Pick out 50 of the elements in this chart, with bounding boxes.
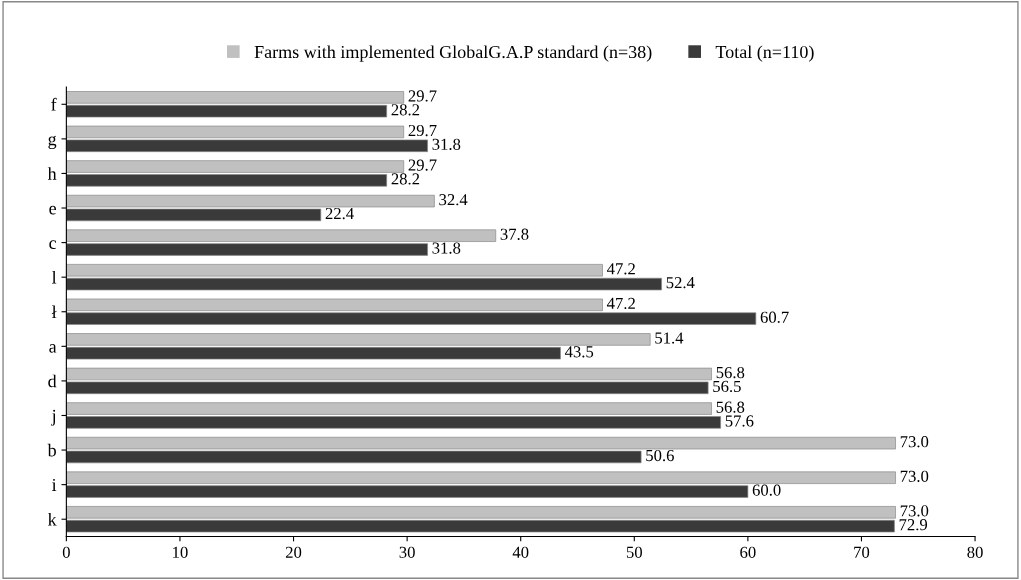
y-tick-label: b: [47, 443, 56, 457]
legend-label: Farms with implemented GlobalG.A.P standard (n=38): [254, 45, 652, 62]
y-tick-label: e: [49, 205, 57, 215]
y-tick-label: i: [52, 478, 57, 491]
y-tick-label: g: [48, 135, 57, 149]
data-label: 28.2: [391, 104, 420, 116]
data-label: 73.0: [900, 436, 929, 448]
data-label: 22.4: [325, 207, 354, 220]
data-label: 31.8: [432, 138, 461, 151]
data-label: 56.8: [716, 401, 745, 413]
data-label: 37.8: [500, 228, 529, 240]
data-label: 50.6: [646, 449, 674, 462]
data-label: 60.7: [760, 311, 789, 323]
data-label: 73.0: [900, 470, 929, 482]
data-label: 29.7: [408, 159, 437, 171]
data-label: 51.4: [655, 332, 684, 344]
legend-label: Total (n=110): [715, 45, 814, 62]
y-tick-label: k: [47, 512, 57, 526]
x-tick-label: 70: [854, 546, 870, 558]
x-tick-label: 10: [173, 546, 188, 558]
y-tick-label: l: [51, 270, 57, 284]
x-tick-label: 30: [399, 546, 415, 558]
data-label: 60.0: [752, 484, 781, 496]
y-tick-label: a: [49, 344, 57, 353]
data-label: 32.4: [439, 194, 468, 206]
x-tick-label: 60: [740, 546, 756, 558]
data-label: 52.4: [666, 277, 695, 289]
x-tick-label: 40: [512, 546, 529, 558]
data-label: 47.2: [606, 297, 635, 310]
y-tick-label: c: [49, 240, 57, 250]
y-tick-label: d: [48, 374, 57, 388]
data-label: 73.0: [900, 505, 929, 517]
data-label: 56.8: [716, 366, 745, 379]
y-tick-label: j: [51, 409, 56, 426]
x-tick-label: 0: [62, 546, 70, 558]
data-label: 47.2: [606, 263, 635, 275]
data-label: 29.7: [408, 124, 437, 137]
data-label: 29.7: [408, 90, 437, 102]
data-label: 28.2: [391, 173, 420, 185]
data-label: 57.6: [725, 415, 754, 427]
y-tick-label: ł: [51, 305, 57, 319]
data-label: 31.8: [432, 242, 461, 254]
y-tick-label: f: [51, 97, 57, 111]
x-tick-label: 20: [285, 546, 302, 558]
x-tick-label: 50: [626, 546, 642, 558]
data-label: 43.5: [564, 346, 594, 358]
data-label: 72.9: [899, 519, 928, 531]
x-tick-label: 80: [967, 546, 983, 558]
data-label: 56.5: [713, 380, 741, 393]
y-tick-label: h: [47, 167, 57, 180]
